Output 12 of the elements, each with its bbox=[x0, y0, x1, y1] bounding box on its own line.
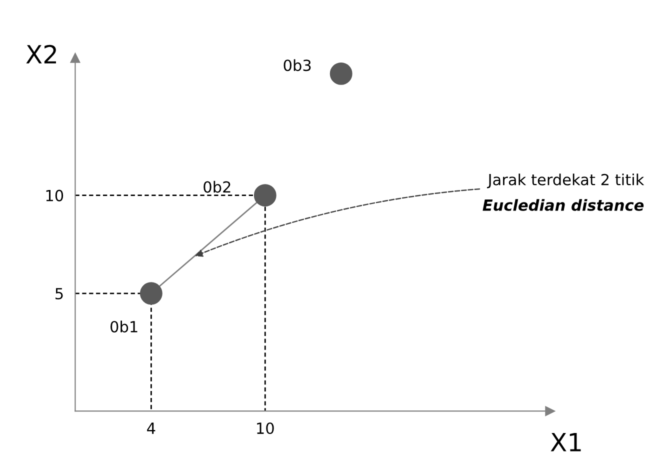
point bbox=[254, 184, 276, 207]
point bbox=[140, 282, 162, 305]
annotation: 0b1 bbox=[110, 320, 138, 333]
annotation: Eucledian distance bbox=[482, 199, 644, 211]
y-axis-title: X2 bbox=[26, 44, 56, 64]
annotation: Jarak terdekat 2 titik bbox=[487, 174, 644, 188]
x-tick-label: 4 bbox=[147, 422, 156, 434]
point bbox=[330, 62, 352, 85]
y-tick-label: 5 bbox=[56, 288, 63, 300]
annotation: 0b2 bbox=[204, 180, 230, 193]
annotation: 0b3 bbox=[284, 59, 311, 72]
x-axis-title: X1 bbox=[550, 433, 581, 452]
